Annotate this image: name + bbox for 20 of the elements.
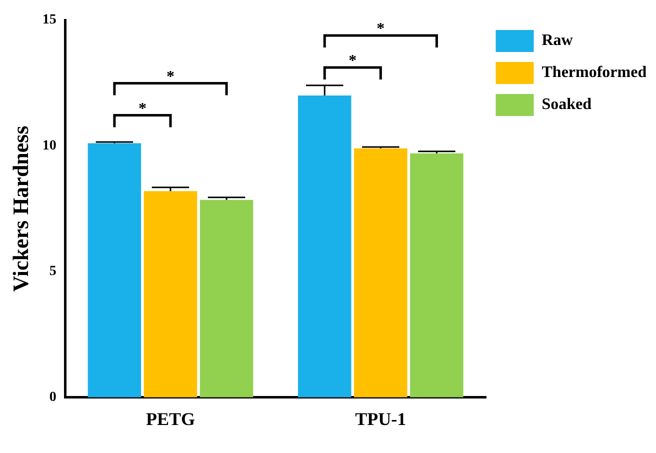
- y-tick-label: 0: [49, 390, 56, 406]
- bar: [144, 191, 198, 398]
- legend-label: Raw: [542, 32, 574, 50]
- annotation: *: [376, 20, 385, 38]
- legend-label: Thermoformed: [542, 64, 647, 82]
- bar: [354, 148, 408, 398]
- legend-label: Soaked: [542, 96, 592, 114]
- annotation: *: [348, 52, 357, 70]
- annotation: *: [138, 100, 146, 118]
- x-tick-label: TPU-1: [355, 408, 406, 429]
- y-axis-title: Vickers Hardness: [8, 125, 33, 292]
- bar: [200, 200, 254, 398]
- bar: [298, 95, 352, 398]
- annotation: *: [166, 68, 174, 86]
- y-tick-label: 5: [49, 264, 56, 280]
- bar: [88, 143, 142, 398]
- y-tick-label: 15: [42, 12, 56, 28]
- y-tick-label: 10: [42, 138, 56, 154]
- x-tick-label: PETG: [146, 408, 195, 429]
- bar: [410, 153, 464, 398]
